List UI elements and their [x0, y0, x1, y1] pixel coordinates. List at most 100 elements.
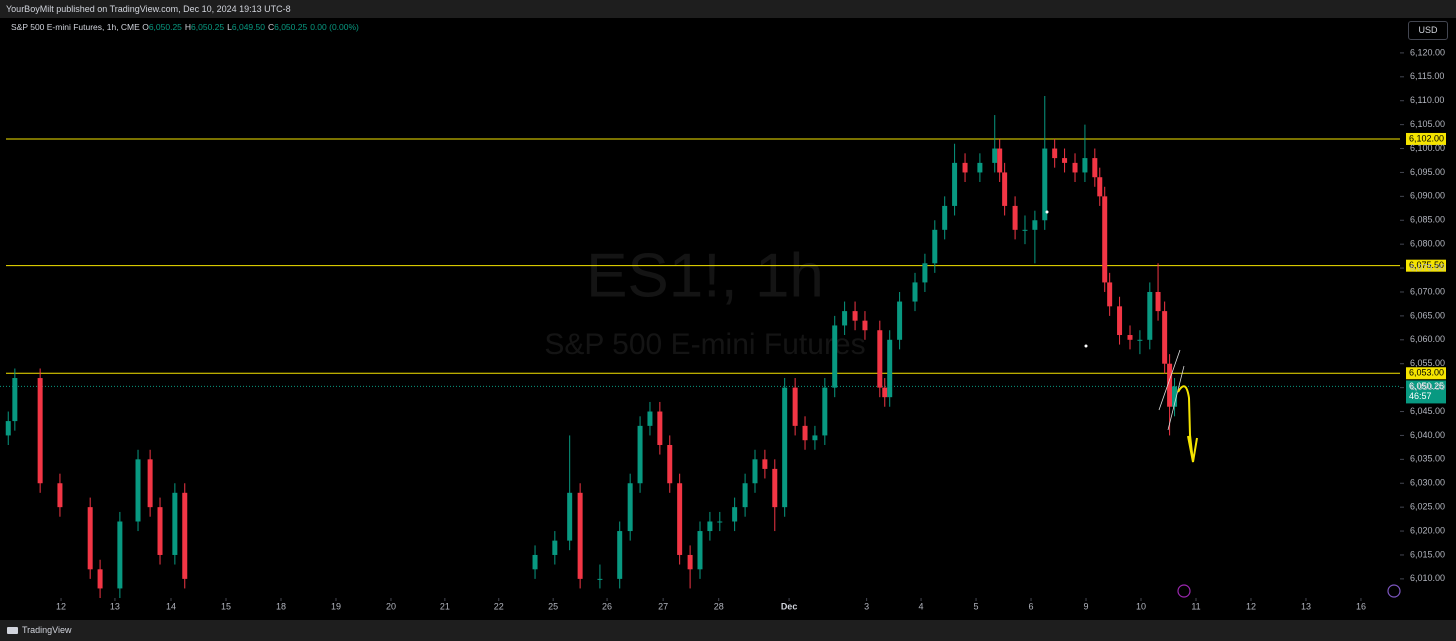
candle-body	[1147, 291, 1153, 340]
x-tick-label: 14	[166, 601, 176, 611]
y-tick-label: 6,040.00	[1410, 430, 1445, 440]
legend-value: 6,049.50	[231, 22, 265, 32]
watermark-name: S&P 500 E-mini Futures	[544, 328, 865, 361]
candle-body	[877, 330, 883, 388]
x-tick-label: 15	[221, 601, 231, 611]
level-tag	[1406, 367, 1446, 380]
y-tick-label: 6,065.00	[1410, 310, 1445, 320]
x-tick-label: 10	[1136, 601, 1146, 611]
candle-body	[1002, 172, 1008, 206]
candle-body	[697, 531, 703, 570]
x-tick-label: 26	[602, 601, 612, 611]
candle-body	[992, 148, 998, 163]
legend-key: L	[227, 22, 232, 32]
event-icon[interactable]	[1177, 584, 1191, 598]
level-tag	[1406, 259, 1446, 272]
candle-body	[87, 507, 93, 570]
candle-body	[597, 578, 603, 580]
level-tag	[1406, 132, 1446, 145]
candle-body	[1032, 220, 1038, 230]
legend-key: C	[267, 22, 275, 32]
y-tick-label: 6,090.00	[1410, 191, 1445, 201]
candle-body	[647, 411, 653, 426]
axes: 6,010.00 6,015.00 6,020.00 6,025.00 6,030.00…	[56, 47, 1445, 611]
y-tick-label: 6,055.00	[1410, 358, 1445, 368]
candle-body	[1012, 205, 1018, 230]
y-tick-label: 6,020.00	[1410, 525, 1445, 535]
candle-body	[887, 339, 893, 398]
watermark-ticker: ES1!, 1h	[586, 241, 824, 310]
candle-body	[822, 387, 828, 436]
candle-body	[667, 444, 673, 484]
legend-value: 6,050.25	[191, 22, 225, 32]
candle-body	[1022, 229, 1028, 231]
level-label: 6,053.00	[1409, 368, 1444, 378]
footer: TradingView	[0, 620, 1456, 641]
candle-body	[687, 554, 693, 570]
x-tick-label: 18	[276, 601, 286, 611]
brand: TradingView	[22, 625, 72, 635]
candle-body	[852, 311, 858, 321]
legend-change: 0.00 (0.00%)	[310, 22, 359, 32]
candle-body	[1072, 162, 1078, 173]
candle-body	[707, 521, 713, 532]
candle-body	[567, 492, 573, 541]
x-tick-label: 4	[919, 601, 924, 611]
candles	[5, 95, 1178, 598]
y-tick-label: 6,080.00	[1410, 239, 1445, 249]
candle-body	[942, 205, 948, 230]
candle-body	[172, 492, 178, 555]
x-tick-label: 19	[331, 601, 341, 611]
level-label: 6,102.00	[1409, 133, 1444, 143]
dot	[1045, 210, 1049, 214]
candle-body	[57, 483, 63, 508]
publish-bar: YourBoyMilt published on TradingView.com…	[0, 0, 1456, 18]
candle-body	[812, 435, 818, 441]
candle-body	[732, 507, 738, 522]
y-tick-label: 6,045.00	[1410, 406, 1445, 416]
currency-button[interactable]: USD	[1408, 21, 1448, 40]
candle-body	[717, 521, 723, 523]
x-tick-label: 21	[440, 601, 450, 611]
candle-body	[962, 162, 968, 173]
candle-body	[532, 554, 538, 570]
y-tick-label: 6,050.00	[1410, 382, 1445, 392]
candle-body	[117, 521, 123, 589]
candle-body	[952, 162, 958, 206]
y-tick-label: 6,095.00	[1410, 167, 1445, 177]
candle-body	[742, 483, 748, 508]
x-tick-label: 28	[714, 601, 724, 611]
logo	[7, 627, 18, 634]
candle-body	[627, 483, 633, 532]
candle-body	[1162, 311, 1168, 364]
y-tick-label: 6,030.00	[1410, 478, 1445, 488]
candle-body	[677, 483, 683, 555]
candle-body	[922, 263, 928, 283]
x-tick-label: 5	[974, 601, 979, 611]
y-tick-label: 6,085.00	[1410, 215, 1445, 225]
candle-body	[657, 411, 663, 445]
candle-body	[752, 459, 758, 484]
candle-body	[832, 325, 838, 388]
legend-value: 6,050.25	[274, 22, 308, 32]
scroll-button[interactable]	[1387, 584, 1401, 598]
candle-body	[1097, 177, 1103, 197]
x-tick-label: 25	[548, 601, 558, 611]
x-tick-label: 22	[494, 601, 504, 611]
annotations	[1045, 210, 1401, 598]
x-tick-label: 16	[1356, 601, 1366, 611]
last-price-label: 6,050.25	[1409, 381, 1444, 391]
y-tick-label: 6,070.00	[1410, 286, 1445, 296]
legend-key: O	[142, 22, 149, 32]
pane-background	[0, 18, 1456, 620]
candle-body	[1092, 158, 1098, 178]
candle-body	[772, 468, 778, 508]
candle-body	[135, 459, 141, 522]
candle-body	[1127, 335, 1133, 340]
candle-body	[1117, 306, 1123, 336]
y-tick-label: 6,010.00	[1410, 573, 1445, 583]
candle-body	[1102, 196, 1108, 283]
candle-body	[577, 492, 583, 579]
